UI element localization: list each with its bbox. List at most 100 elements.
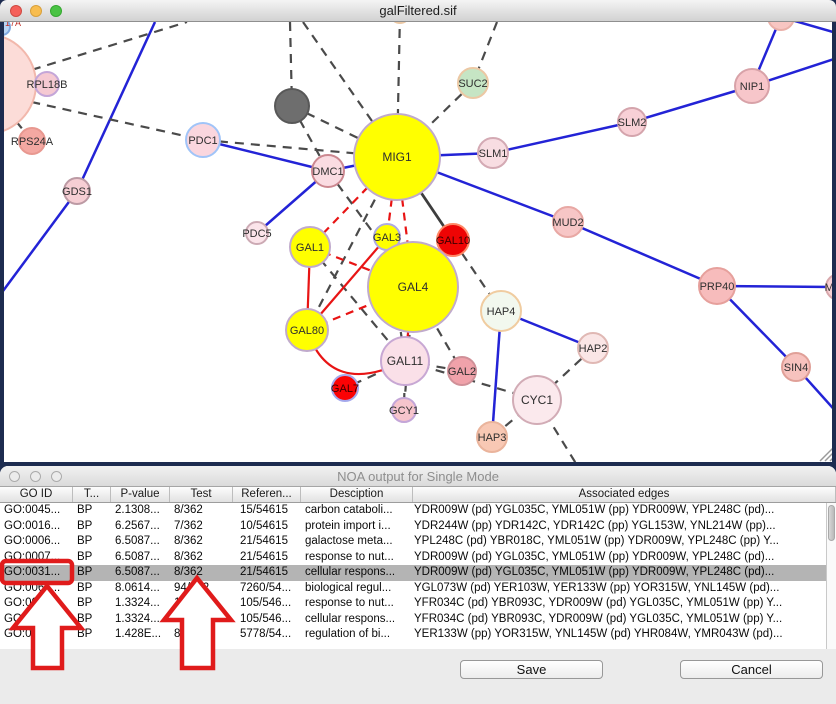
table-row[interactable]: GO:0050... BP 1.428E... 80/362 5778/54... reg… — [0, 627, 836, 643]
network-graph: RPL18B RPS24A GDS1 PDC1 DMC1 SUC2 SLM1 SLM2 NIP1… — [0, 2, 836, 471]
cell-test: 7/362 — [174, 519, 203, 532]
edge-dash — [536, 399, 581, 471]
cell-go_id: GO:0065... — [4, 581, 61, 594]
node-GAL4[interactable] — [367, 241, 459, 333]
node-label-RPL18B: RPL18B — [27, 79, 68, 91]
cell-description: cellular respons... — [305, 566, 396, 578]
node-GAL1[interactable] — [289, 226, 331, 268]
node-DMC1[interactable] — [311, 154, 345, 188]
cell-description: biological regul... — [305, 581, 392, 594]
table-row[interactable]: GO:0006... BP 6.5087... 8/362 21/54615 galact… — [0, 534, 836, 550]
cell-description: response to nut... — [305, 550, 394, 563]
zoom-button[interactable] — [50, 5, 62, 17]
node-NIP1[interactable] — [734, 68, 770, 104]
node-RPL18B[interactable] — [34, 71, 60, 97]
table-row[interactable]: GO:0016... BP 6.2567... 7/362 10/54615 protei… — [0, 519, 836, 535]
cell-go_id: GO:0031... — [4, 597, 61, 609]
table-row[interactable]: GO:0031... BP 1.3324... 11/362 105/546... cel… — [0, 612, 836, 628]
node-SUC2[interactable] — [457, 67, 489, 99]
graph-window-titlebar: galFiltered.sif — [0, 0, 836, 22]
resize-grip[interactable] — [819, 446, 835, 462]
vertical-scrollbar[interactable] — [826, 503, 836, 649]
node-label-GAL11: GAL11 — [387, 354, 424, 368]
cell-type: BP — [77, 581, 93, 594]
node-GAL11[interactable] — [380, 336, 430, 386]
cell-p_value: 8.0614... — [115, 581, 160, 594]
cell-edges: YFR034C (pd) YBR093C, YDR009W (pd) YGL03… — [414, 597, 783, 609]
column-header-description[interactable]: Desciption — [301, 487, 413, 502]
column-header-reference[interactable]: Referen... — [233, 487, 301, 502]
column-header-test[interactable]: Test — [170, 487, 233, 502]
table-row[interactable]: GO:0045... BP 2.1308... 8/362 15/54615 carbon… — [0, 503, 836, 519]
cell-type: BP — [77, 612, 93, 625]
resize-grip[interactable] — [829, 456, 835, 462]
table-row[interactable]: GO:0031... BP 1.3324... 11/362 105/546... res… — [0, 596, 836, 612]
network-canvas[interactable]: RPL18B RPS24A GDS1 PDC1 DMC1 SUC2 SLM1 SLM2 NIP1… — [0, 2, 836, 471]
cell-description: protein import i... — [305, 519, 391, 532]
save-button[interactable]: Save — [460, 660, 603, 679]
node-HAP3[interactable] — [476, 421, 508, 453]
node-label-HAP3: HAP3 — [478, 432, 507, 444]
node-PDC1[interactable] — [185, 122, 221, 158]
node-GAL10[interactable] — [436, 223, 470, 257]
node-GCY1[interactable] — [391, 397, 417, 423]
node-label-PRP40: PRP40 — [700, 281, 735, 293]
cell-p_value: 6.2567... — [115, 519, 160, 532]
node-PDC5[interactable] — [245, 221, 269, 245]
cell-p_value: 6.5087... — [115, 566, 160, 578]
close-button[interactable] — [10, 5, 22, 17]
column-header-type[interactable]: T... — [73, 487, 111, 502]
minimize-button[interactable] — [30, 5, 42, 17]
cell-go_id: GO:0007... — [4, 550, 61, 563]
cell-type: BP — [77, 504, 93, 516]
edge-blue — [0, 190, 79, 296]
node-GAL80[interactable] — [285, 308, 329, 352]
node-MIG1[interactable] — [353, 113, 441, 201]
cell-reference: 21/54615 — [240, 550, 288, 563]
cell-reference: 21/54615 — [240, 566, 288, 578]
cell-description: response to nut... — [305, 597, 394, 609]
node-PRP40[interactable] — [698, 267, 736, 305]
cell-type: BP — [77, 628, 93, 640]
inactive-minimize-button[interactable] — [30, 471, 41, 482]
column-header-edges[interactable]: Associated edges — [413, 487, 836, 502]
table-row-selected[interactable]: GO:0031... BP 6.5087... 8/362 21/54615 cellul… — [0, 565, 836, 581]
node-HAP2[interactable] — [577, 332, 609, 364]
cell-reference: 7260/54... — [240, 581, 292, 594]
graph-window-title: galFiltered.sif — [379, 3, 457, 18]
cell-go_id: GO:0031... — [4, 612, 61, 625]
node-RPS24A[interactable] — [18, 127, 46, 155]
column-header-go_id[interactable]: GO ID — [0, 487, 73, 502]
cell-type: BP — [77, 566, 93, 578]
table-row[interactable]: GO:0007... BP 6.5087... 8/362 21/54615 respon… — [0, 550, 836, 566]
cell-edges: YDR009W (pd) YGL035C, YML051W (pp) YDR00… — [414, 566, 775, 578]
node-GAL7[interactable] — [331, 374, 359, 402]
cell-go_id: GO:0031... — [4, 566, 61, 578]
inactive-zoom-button[interactable] — [51, 471, 62, 482]
scrollbar-thumb[interactable] — [828, 505, 835, 541]
node-pink-top[interactable] — [767, 3, 795, 31]
inactive-close-button[interactable] — [9, 471, 20, 482]
node-unnamed-gray[interactable] — [274, 88, 310, 124]
node-label-GAL10: GAL10 — [436, 235, 470, 247]
node-SLM1[interactable] — [477, 137, 509, 169]
node-label-PDC5: PDC5 — [242, 228, 271, 240]
node-MUD2[interactable] — [552, 206, 584, 238]
cell-p_value: 1.428E... — [115, 628, 162, 640]
cell-reference: 105/546... — [240, 612, 292, 625]
node-HAP4[interactable] — [480, 290, 522, 332]
node-green-top[interactable] — [389, 2, 411, 24]
node-GDS1[interactable] — [63, 177, 91, 205]
cell-p_value: 1.3324... — [115, 597, 160, 609]
node-label-MIG1: MIG1 — [382, 150, 412, 164]
noa-window: NOA output for Single Mode GO ID T... P-va… — [0, 466, 836, 704]
edge-blue — [716, 284, 836, 289]
table-row[interactable]: GO:0065... BP 8.0614... 94/362 7260/54... bio… — [0, 581, 836, 597]
cancel-button[interactable]: Cancel — [680, 660, 823, 679]
node-label-GAL2: GAL2 — [448, 366, 476, 378]
node-CYC1[interactable] — [512, 375, 562, 425]
node-GAL2[interactable] — [447, 356, 477, 386]
node-SLM2[interactable] — [617, 107, 647, 137]
column-header-p_value[interactable]: P-value — [111, 487, 170, 502]
node-SIN4[interactable] — [781, 352, 811, 382]
